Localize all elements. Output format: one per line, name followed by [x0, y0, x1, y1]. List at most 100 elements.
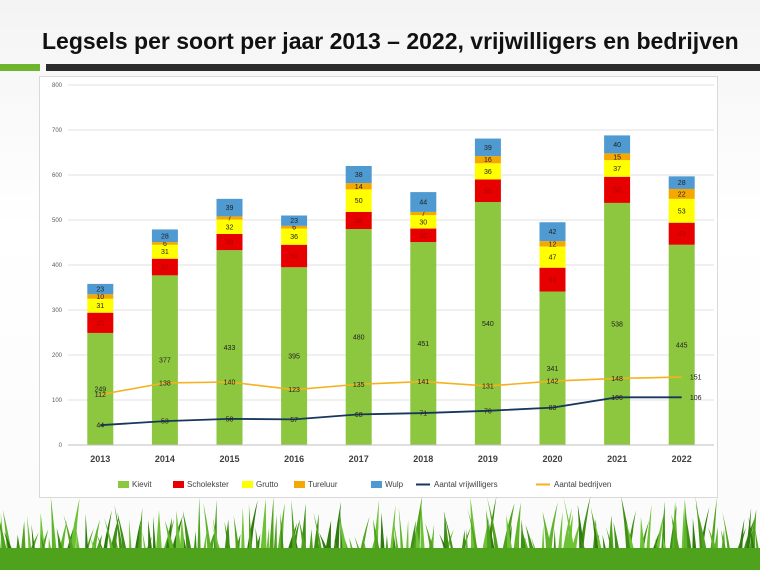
data-label: 38 [355, 218, 363, 225]
bar-segment [539, 241, 566, 247]
data-label: 7 [421, 211, 425, 218]
bar-segment [87, 298, 114, 313]
grass-base [0, 548, 760, 570]
data-label: 451 [417, 341, 429, 348]
bar-segment [216, 219, 243, 234]
data-label: 30 [419, 219, 427, 226]
line-data-label: 58 [226, 416, 234, 423]
y-tick-label: 500 [52, 218, 63, 224]
data-label: 14 [355, 184, 363, 191]
data-label: 58 [613, 187, 621, 194]
data-label: 37 [613, 166, 621, 173]
legend-swatch [371, 481, 382, 488]
data-label: 7 [228, 215, 232, 222]
data-label: 23 [290, 218, 298, 225]
data-label: 16 [484, 157, 492, 164]
bar-segment [151, 242, 178, 245]
bar-segment [604, 176, 631, 203]
legend-label: Scholekster [187, 480, 229, 489]
title-underline-bar [46, 64, 760, 71]
data-label: 538 [611, 321, 623, 328]
bar-segment [151, 275, 178, 445]
bar-segment [668, 222, 695, 245]
data-label: 32 [226, 224, 234, 231]
slide-title: Legsels per soort per jaar 2013 – 2022, … [42, 28, 739, 54]
bar-segment [474, 163, 501, 180]
bar-segment [151, 258, 178, 276]
bar-segment [151, 229, 178, 243]
data-label: 50 [290, 254, 298, 261]
series-line [100, 376, 682, 396]
bar-segment [668, 198, 695, 223]
data-label: 49 [678, 231, 686, 238]
bar-segment [539, 291, 566, 445]
legend-label: Tureluur [308, 480, 338, 489]
data-label: 6 [163, 241, 167, 248]
data-label: 42 [549, 229, 557, 236]
y-tick-label: 700 [52, 128, 63, 134]
x-tick-label: 2022 [672, 454, 692, 464]
data-label: 50 [484, 188, 492, 195]
data-label: 39 [484, 145, 492, 152]
data-label: 395 [288, 354, 300, 361]
bar-segment [474, 202, 501, 445]
y-tick-label: 300 [52, 308, 63, 314]
data-label: 30 [419, 233, 427, 240]
line-data-label: 135 [353, 382, 365, 389]
x-tick-label: 2021 [607, 454, 627, 464]
bar-segment [281, 267, 308, 445]
data-label: 480 [353, 335, 365, 342]
data-label: 341 [547, 366, 559, 373]
bar-segment [216, 216, 243, 220]
line-data-label: 141 [417, 379, 429, 386]
line-data-label: 71 [419, 411, 427, 418]
bar-segment [604, 135, 631, 154]
legend-swatch [294, 481, 305, 488]
bar-segment [668, 188, 695, 199]
bar-segment [345, 183, 372, 190]
data-label: 12 [549, 241, 557, 248]
bar-segment [216, 198, 243, 217]
bar-segment [410, 228, 437, 243]
bar-segment [410, 215, 437, 229]
data-label: 37 [161, 265, 169, 272]
bar-segment [474, 156, 501, 164]
x-tick-label: 2014 [155, 454, 175, 464]
legend-label: Grutto [256, 480, 279, 489]
bar-segment [539, 246, 566, 268]
line-data-label: 131 [482, 384, 494, 391]
y-tick-label: 200 [52, 353, 63, 359]
data-label: 44 [419, 200, 427, 207]
bar-segment [668, 176, 695, 189]
line-data-label: 68 [355, 412, 363, 419]
line-data-label: 106 [690, 395, 702, 402]
x-tick-label: 2020 [542, 454, 562, 464]
line-data-label: 57 [290, 417, 298, 424]
bar-segment [604, 202, 631, 445]
line-data-label: 44 [96, 423, 104, 430]
data-label: 23 [96, 287, 104, 294]
line-data-label: 138 [159, 380, 171, 387]
x-tick-label: 2019 [478, 454, 498, 464]
legend-swatch [118, 481, 129, 488]
data-label: 53 [678, 208, 686, 215]
bar-segment [345, 166, 372, 184]
data-label: 36 [484, 169, 492, 176]
line-data-label: 106 [611, 395, 623, 402]
line-data-label: 142 [547, 379, 559, 386]
data-label: 38 [355, 172, 363, 179]
line-data-label: 148 [611, 376, 623, 383]
line-data-label: 112 [95, 392, 106, 399]
data-label: 45 [96, 320, 104, 327]
data-label: 377 [159, 358, 171, 365]
data-label: 15 [613, 154, 621, 161]
x-tick-label: 2015 [219, 454, 239, 464]
legend-label: Kievit [132, 480, 152, 489]
data-label: 433 [224, 345, 236, 352]
y-tick-label: 400 [52, 263, 63, 269]
data-label: 28 [161, 233, 169, 240]
title-accent-bar [0, 64, 40, 71]
x-tick-label: 2018 [413, 454, 433, 464]
data-label: 6 [292, 225, 296, 232]
